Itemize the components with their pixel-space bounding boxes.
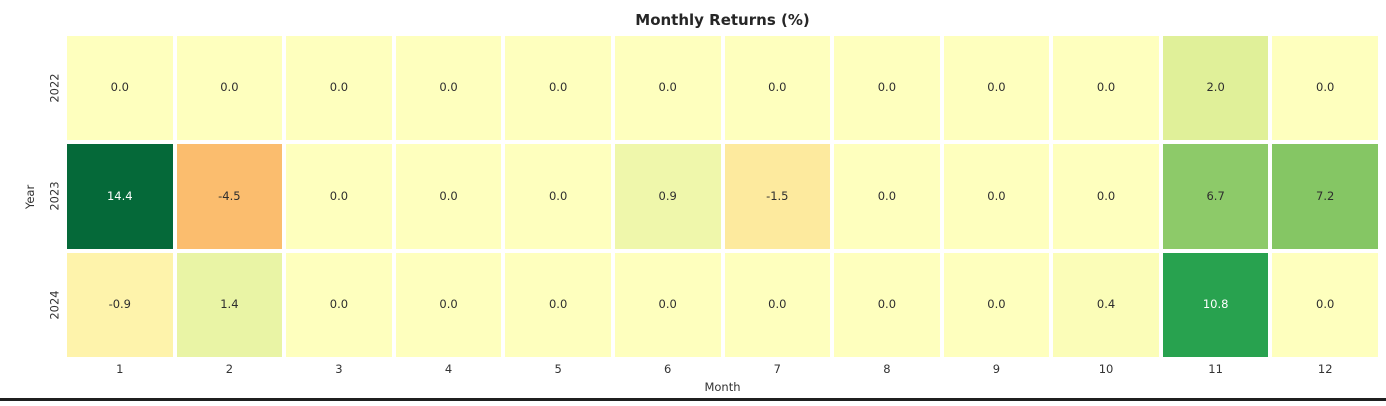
x-tick-label: 8 (883, 361, 891, 376)
y-tick-cell: 2022 (40, 36, 69, 140)
x-tick-label: 2 (225, 361, 234, 376)
heatmap-cell: 0.0 (395, 252, 502, 357)
heatmap-cell: 0.0 (505, 144, 611, 249)
x-axis-label: Month (704, 380, 741, 394)
x-tick-label: 6 (664, 361, 672, 376)
y-tick-cell: 2024 (40, 253, 69, 357)
heatmap-cell: 0.0 (943, 36, 1050, 141)
x-tick-label: 5 (554, 361, 562, 376)
heatmap-cell: 0.9 (614, 144, 721, 249)
heatmap-cell: -4.5 (176, 144, 283, 249)
x-tick-label: 12 (1317, 361, 1333, 376)
heatmap-cell: 0.4 (1053, 252, 1159, 357)
heatmap-cell: 0.0 (67, 36, 173, 141)
heatmap-cell: 7.2 (1272, 144, 1378, 249)
heatmap-cell: 0.0 (395, 36, 502, 141)
heatmap-cell: 0.0 (614, 252, 721, 357)
y-tick-label: 2024 (47, 290, 62, 320)
heatmap-cell: 0.0 (176, 36, 283, 141)
x-tick-label: 3 (335, 361, 343, 376)
heatmap-cell: 0.0 (1053, 36, 1159, 141)
heatmap-cell: 1.4 (176, 252, 283, 357)
bottom-spine (0, 398, 1386, 401)
heatmap-cell: 0.0 (1053, 144, 1159, 249)
heatmap-cell: -0.9 (67, 252, 173, 357)
y-axis-label-wrap: Year (22, 36, 38, 357)
heatmap-grid: 0.0 0.0 0.0 0.0 0.0 0.0 0.0 0.0 0.0 0.0 2.0 0.0 14.4… (67, 36, 1378, 357)
heatmap-cell: 0.0 (505, 36, 611, 141)
x-tick-label: 9 (992, 361, 1001, 376)
y-tick-col: 2022 2023 2024 (40, 36, 62, 357)
heatmap-cell: 0.0 (943, 144, 1050, 249)
chart-title: Monthly Returns (%) (635, 11, 810, 29)
heatmap-cell: 0.0 (834, 144, 940, 249)
heatmap-cell: 0.0 (724, 252, 831, 357)
heatmap-cell: 0.0 (286, 36, 392, 141)
x-tick-label: 10 (1098, 361, 1114, 376)
x-tick-label: 4 (444, 361, 453, 376)
heatmap-cell: 0.0 (286, 144, 392, 249)
heatmap-cell: 0.0 (286, 252, 392, 357)
y-tick-label: 2022 (47, 73, 62, 103)
heatmap-cell: 6.7 (1162, 144, 1269, 249)
heatmap-cell: 0.0 (834, 252, 940, 357)
heatmap-cell: 0.0 (943, 252, 1050, 357)
x-tick-row: 1 2 3 4 5 6 7 8 9 10 11 12 (67, 361, 1378, 376)
heatmap-cell: 14.4 (67, 144, 173, 249)
heatmap-cell: 0.0 (1272, 36, 1378, 141)
heatmap-cell: 0.0 (834, 36, 940, 141)
x-tick-label: 11 (1208, 361, 1223, 376)
y-axis-label: Year (23, 184, 38, 209)
y-tick-cell: 2023 (40, 144, 69, 248)
x-tick-label: 7 (773, 361, 781, 376)
x-tick-label: 1 (116, 361, 124, 376)
heatmap-cell: 0.0 (505, 252, 611, 357)
y-tick-label: 2023 (47, 181, 62, 212)
heatmap-cell: -1.5 (724, 144, 831, 249)
heatmap-cell: 10.8 (1162, 252, 1269, 357)
heatmap-cell: 0.0 (1272, 252, 1378, 357)
heatmap-cell: 0.0 (724, 36, 831, 141)
heatmap-cell: 2.0 (1162, 36, 1269, 141)
heatmap-cell: 0.0 (614, 36, 721, 141)
heatmap-cell: 0.0 (395, 144, 502, 249)
